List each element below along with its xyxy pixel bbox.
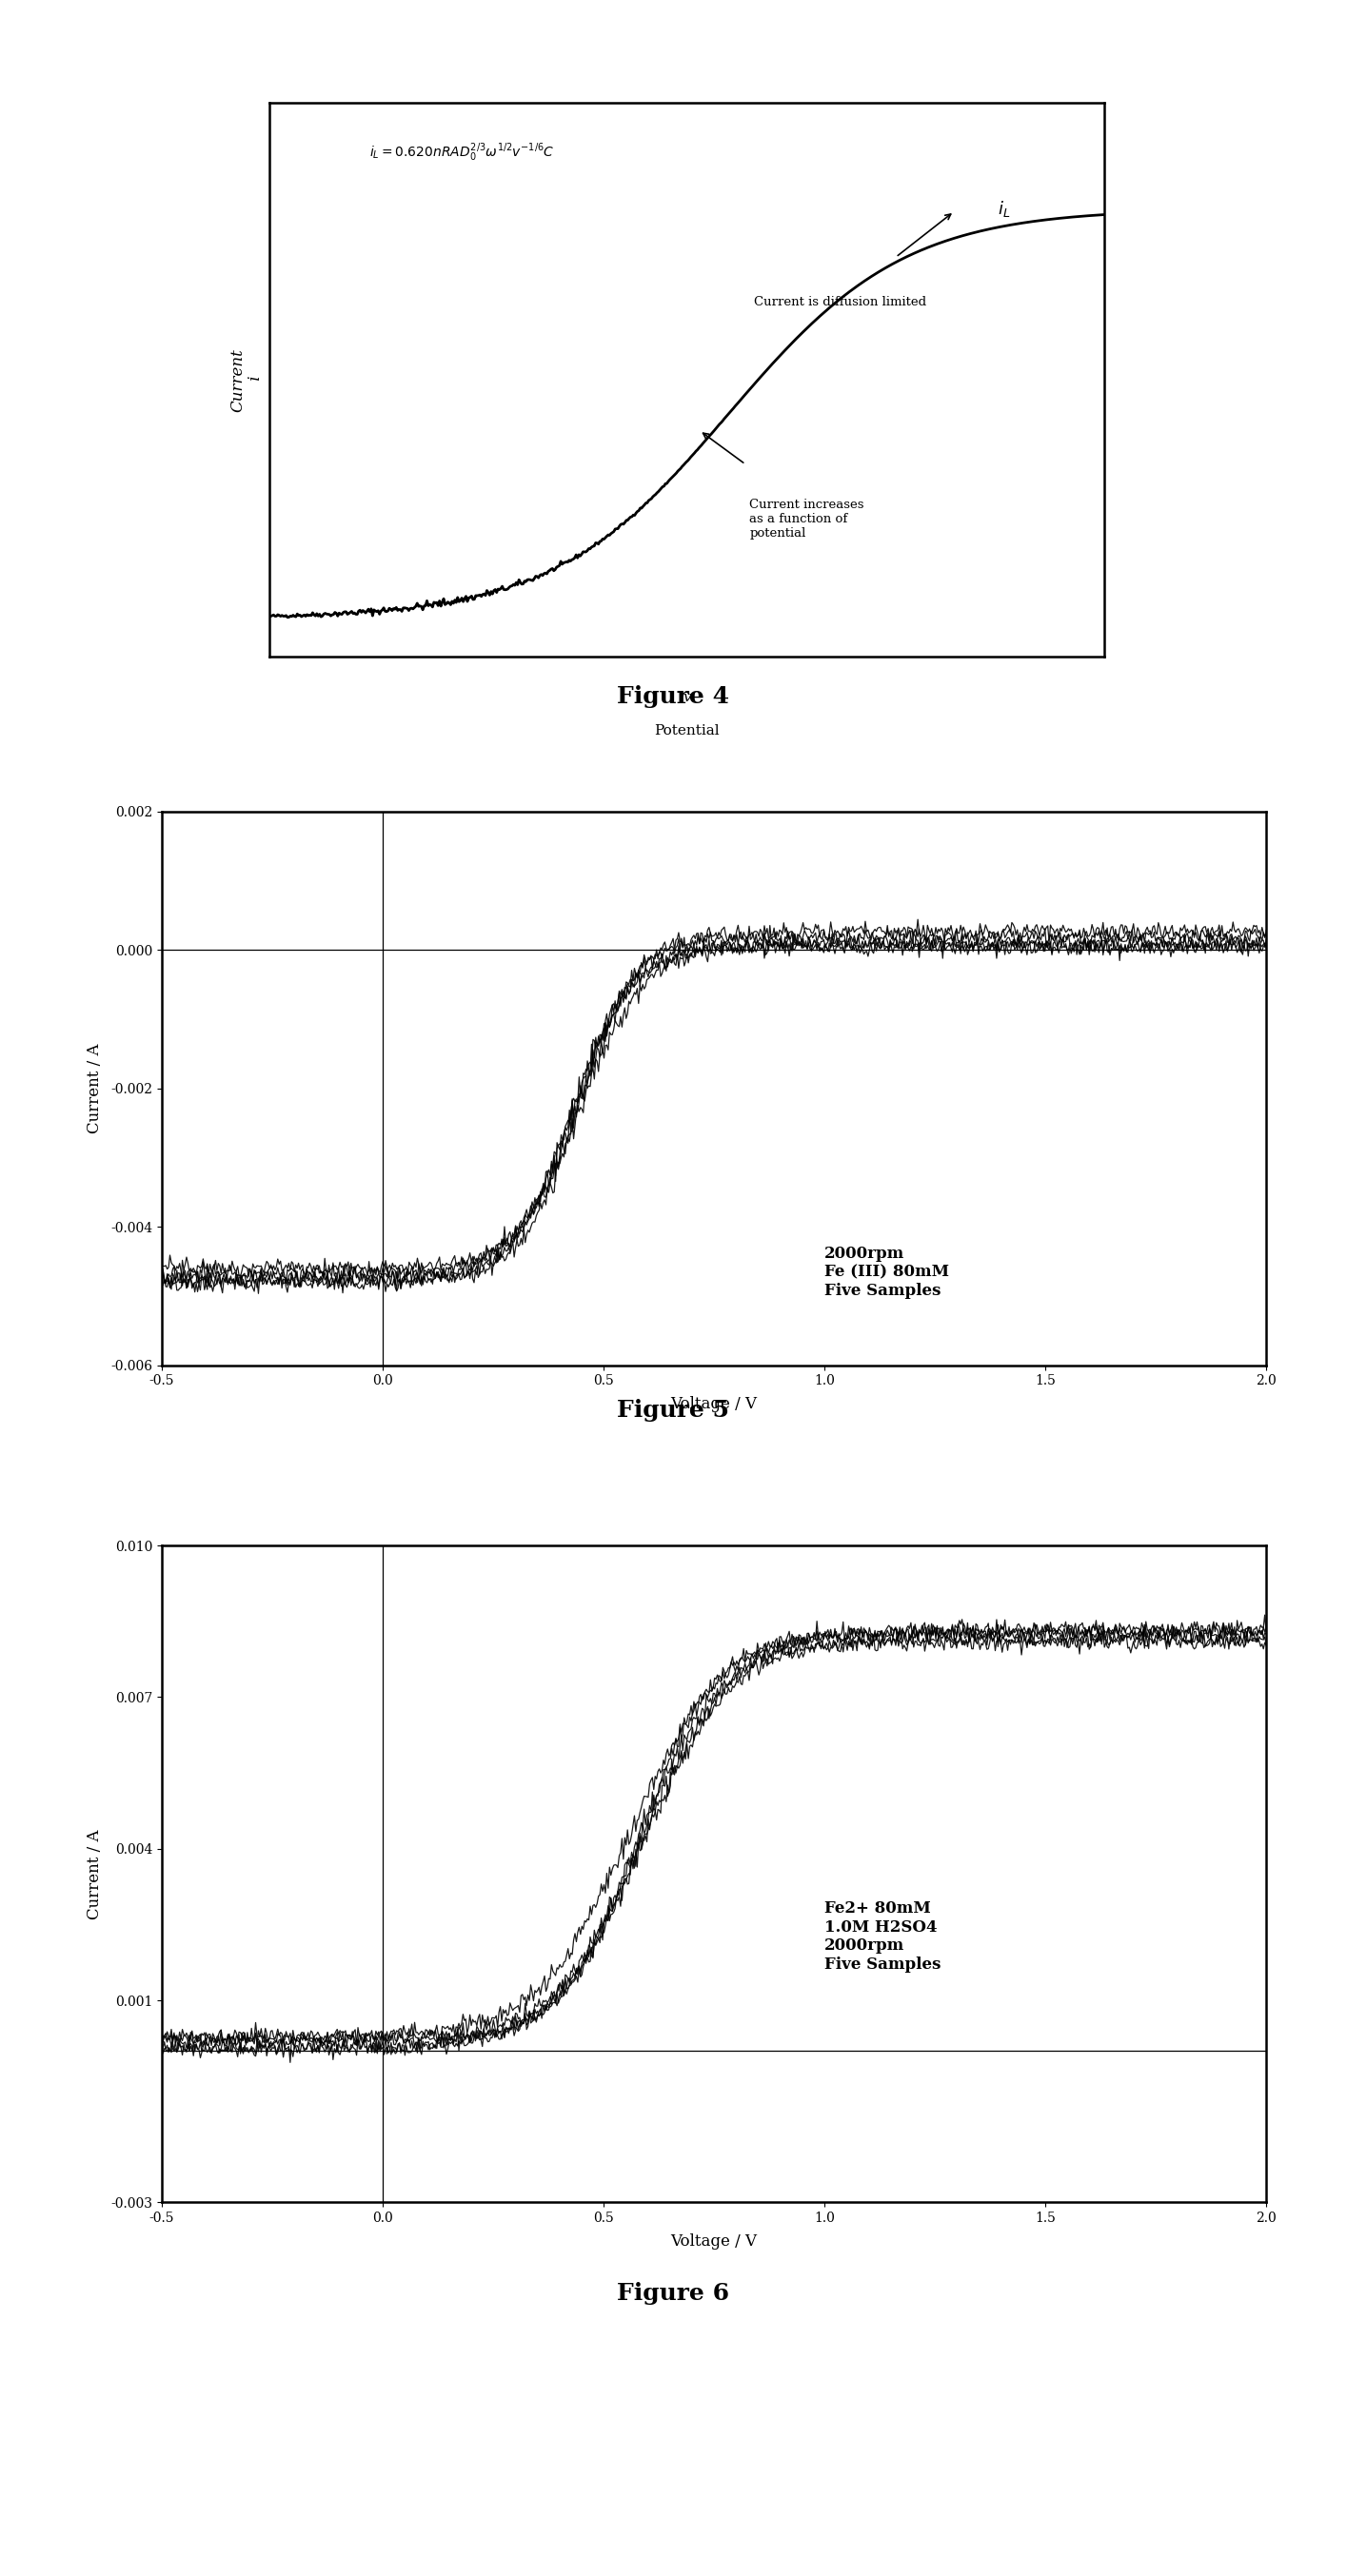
Text: Figure 4: Figure 4: [617, 685, 730, 708]
Text: Current is diffusion limited: Current is diffusion limited: [754, 296, 927, 309]
Text: Current increases
as a function of
potential: Current increases as a function of poten…: [749, 497, 865, 538]
Text: $i_L$: $i_L$: [998, 198, 1010, 219]
Text: Figure 6: Figure 6: [617, 2282, 730, 2306]
X-axis label: Voltage / V: Voltage / V: [671, 2233, 757, 2249]
Text: $i_L = 0.620nRAD_0^{2/3}\omega^{1/2}v^{-1/6}C$: $i_L = 0.620nRAD_0^{2/3}\omega^{1/2}v^{-…: [369, 142, 555, 165]
Y-axis label: Current / A: Current / A: [86, 1829, 102, 1919]
Text: Fe2+ 80mM
1.0M H2SO4
2000rpm
Five Samples: Fe2+ 80mM 1.0M H2SO4 2000rpm Five Sample…: [824, 1901, 940, 1973]
Text: Potential: Potential: [655, 724, 719, 737]
Y-axis label: Current
 i: Current i: [229, 348, 264, 412]
Text: 2000rpm
Fe (III) 80mM
Five Samples: 2000rpm Fe (III) 80mM Five Samples: [824, 1244, 950, 1298]
X-axis label: Voltage / V: Voltage / V: [671, 1396, 757, 1412]
Text: Figure 5: Figure 5: [617, 1399, 730, 1422]
Text: v: v: [683, 690, 691, 703]
Y-axis label: Current / A: Current / A: [86, 1043, 102, 1133]
